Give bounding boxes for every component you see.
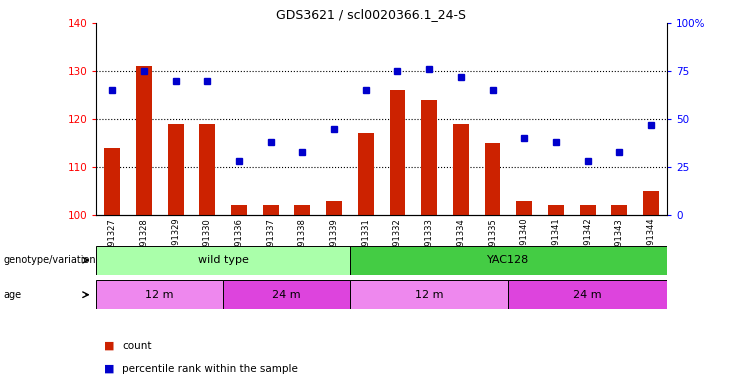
Bar bbox=[350, 246, 667, 275]
Bar bbox=[167, 124, 184, 215]
Text: count: count bbox=[122, 341, 152, 351]
Bar bbox=[223, 280, 350, 309]
Bar bbox=[326, 200, 342, 215]
Bar bbox=[350, 280, 508, 309]
Bar bbox=[485, 143, 500, 215]
Bar bbox=[453, 124, 469, 215]
Bar bbox=[643, 191, 659, 215]
Bar bbox=[548, 205, 564, 215]
Bar bbox=[611, 205, 628, 215]
Bar bbox=[294, 205, 310, 215]
Text: genotype/variation: genotype/variation bbox=[4, 255, 96, 265]
Bar bbox=[508, 280, 667, 309]
Bar bbox=[136, 66, 152, 215]
Bar bbox=[579, 205, 596, 215]
Bar bbox=[231, 205, 247, 215]
Bar bbox=[199, 124, 215, 215]
Text: ■: ■ bbox=[104, 341, 114, 351]
Bar bbox=[358, 133, 373, 215]
Bar bbox=[390, 90, 405, 215]
Bar bbox=[96, 280, 223, 309]
Text: percentile rank within the sample: percentile rank within the sample bbox=[122, 364, 298, 374]
Text: age: age bbox=[4, 290, 21, 300]
Bar bbox=[263, 205, 279, 215]
Text: 24 m: 24 m bbox=[272, 290, 301, 300]
Text: 24 m: 24 m bbox=[574, 290, 602, 300]
Text: 12 m: 12 m bbox=[145, 290, 174, 300]
Text: wild type: wild type bbox=[198, 255, 248, 265]
Text: GDS3621 / scl0020366.1_24-S: GDS3621 / scl0020366.1_24-S bbox=[276, 8, 465, 21]
Bar bbox=[421, 100, 437, 215]
Bar bbox=[96, 246, 350, 275]
Bar bbox=[104, 148, 120, 215]
Bar bbox=[516, 200, 532, 215]
Text: ■: ■ bbox=[104, 364, 114, 374]
Text: 12 m: 12 m bbox=[415, 290, 443, 300]
Text: YAC128: YAC128 bbox=[488, 255, 530, 265]
